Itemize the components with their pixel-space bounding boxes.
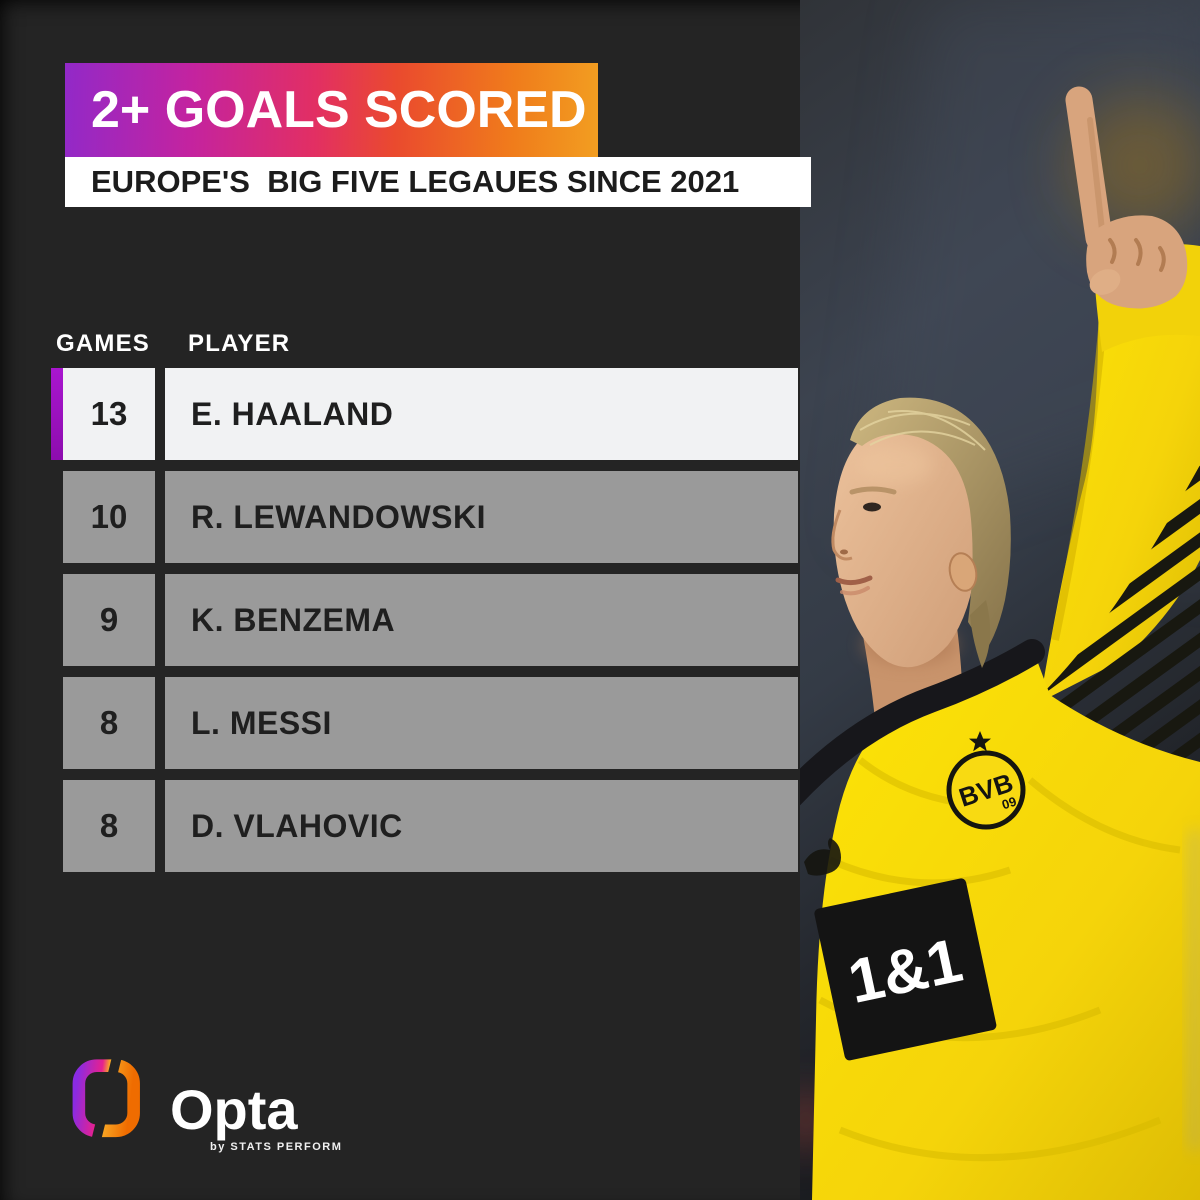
shirt-sleeve: [1040, 249, 1200, 702]
opta-logo-icon: [72, 1058, 140, 1140]
accent-slot: [51, 780, 63, 872]
opta-branding: Opta by STATS PERFORM: [70, 1058, 342, 1153]
opta-wordmark-block: Opta by STATS PERFORM: [170, 1078, 343, 1154]
games-value: 13: [63, 368, 155, 460]
title-banner: 2+ GOALS SCORED: [65, 63, 598, 157]
games-value: 9: [63, 574, 155, 666]
player-ear: [948, 552, 978, 592]
cell-gap: [155, 368, 165, 460]
table-row: 10 R. LEWANDOWSKI: [51, 471, 798, 563]
accent-slot: [51, 471, 63, 563]
games-value: 8: [63, 780, 155, 872]
page-title: 2+ GOALS SCORED: [91, 81, 587, 139]
table-row: 8 L. MESSI: [51, 677, 798, 769]
hair-strands: [859, 410, 986, 451]
player-name: D. VLAHOVIC: [165, 780, 798, 872]
shirt-collar: [800, 639, 1045, 806]
subtitle-bar: EUROPE'S BIG FIVE LEGAUES SINCE 2021: [65, 157, 811, 207]
pointing-hand: [1065, 86, 1188, 309]
puma-logo: [804, 838, 841, 876]
games-column-header: GAMES: [56, 330, 151, 357]
table-row: 13 E. HAALAND: [51, 368, 798, 460]
player-face: [833, 419, 979, 668]
accent-slot: [51, 677, 63, 769]
bvb-badge: BVB 09: [946, 750, 1026, 830]
forehead-highlight: [857, 445, 933, 485]
player-name: E. HAALAND: [165, 368, 798, 460]
face-features: [831, 486, 897, 596]
games-value: 8: [63, 677, 155, 769]
sleeve-shading: [1051, 329, 1106, 641]
cell-gap: [155, 574, 165, 666]
stats-table: 13 E. HAALAND 10 R. LEWANDOWSKI 9 K. BEN…: [51, 368, 798, 883]
accent-slot: [51, 574, 63, 666]
player-column-header: PLAYER: [188, 330, 291, 357]
player-hair: [850, 397, 1011, 650]
table-row: 9 K. BENZEMA: [51, 574, 798, 666]
player-photo: BVB 09 1&1: [800, 0, 1200, 1200]
player-name: R. LEWANDOWSKI: [165, 471, 798, 563]
games-value: 10: [63, 471, 155, 563]
table-column-headers: GAMES PLAYER: [0, 330, 800, 357]
player-name: K. BENZEMA: [165, 574, 798, 666]
highlight-accent-bar: [51, 368, 63, 460]
edge-light-strip: [1190, 830, 1200, 1150]
player-name: L. MESSI: [165, 677, 798, 769]
page-subtitle: EUROPE'S BIG FIVE LEGAUES SINCE 2021: [91, 164, 740, 199]
hair-nape: [970, 600, 991, 668]
player-photo-illustration: BVB 09 1&1: [800, 0, 1200, 1200]
sponsor-patch: 1&1: [814, 878, 997, 1061]
opta-wordmark: Opta: [170, 1078, 298, 1141]
table-row: 8 D. VLAHOVIC: [51, 780, 798, 872]
cell-gap: [155, 780, 165, 872]
opta-tagline: by STATS PERFORM: [210, 1141, 343, 1153]
cell-gap: [155, 677, 165, 769]
cell-gap: [155, 471, 165, 563]
badge-number: 09: [1000, 794, 1018, 813]
badge-star: [969, 731, 991, 752]
